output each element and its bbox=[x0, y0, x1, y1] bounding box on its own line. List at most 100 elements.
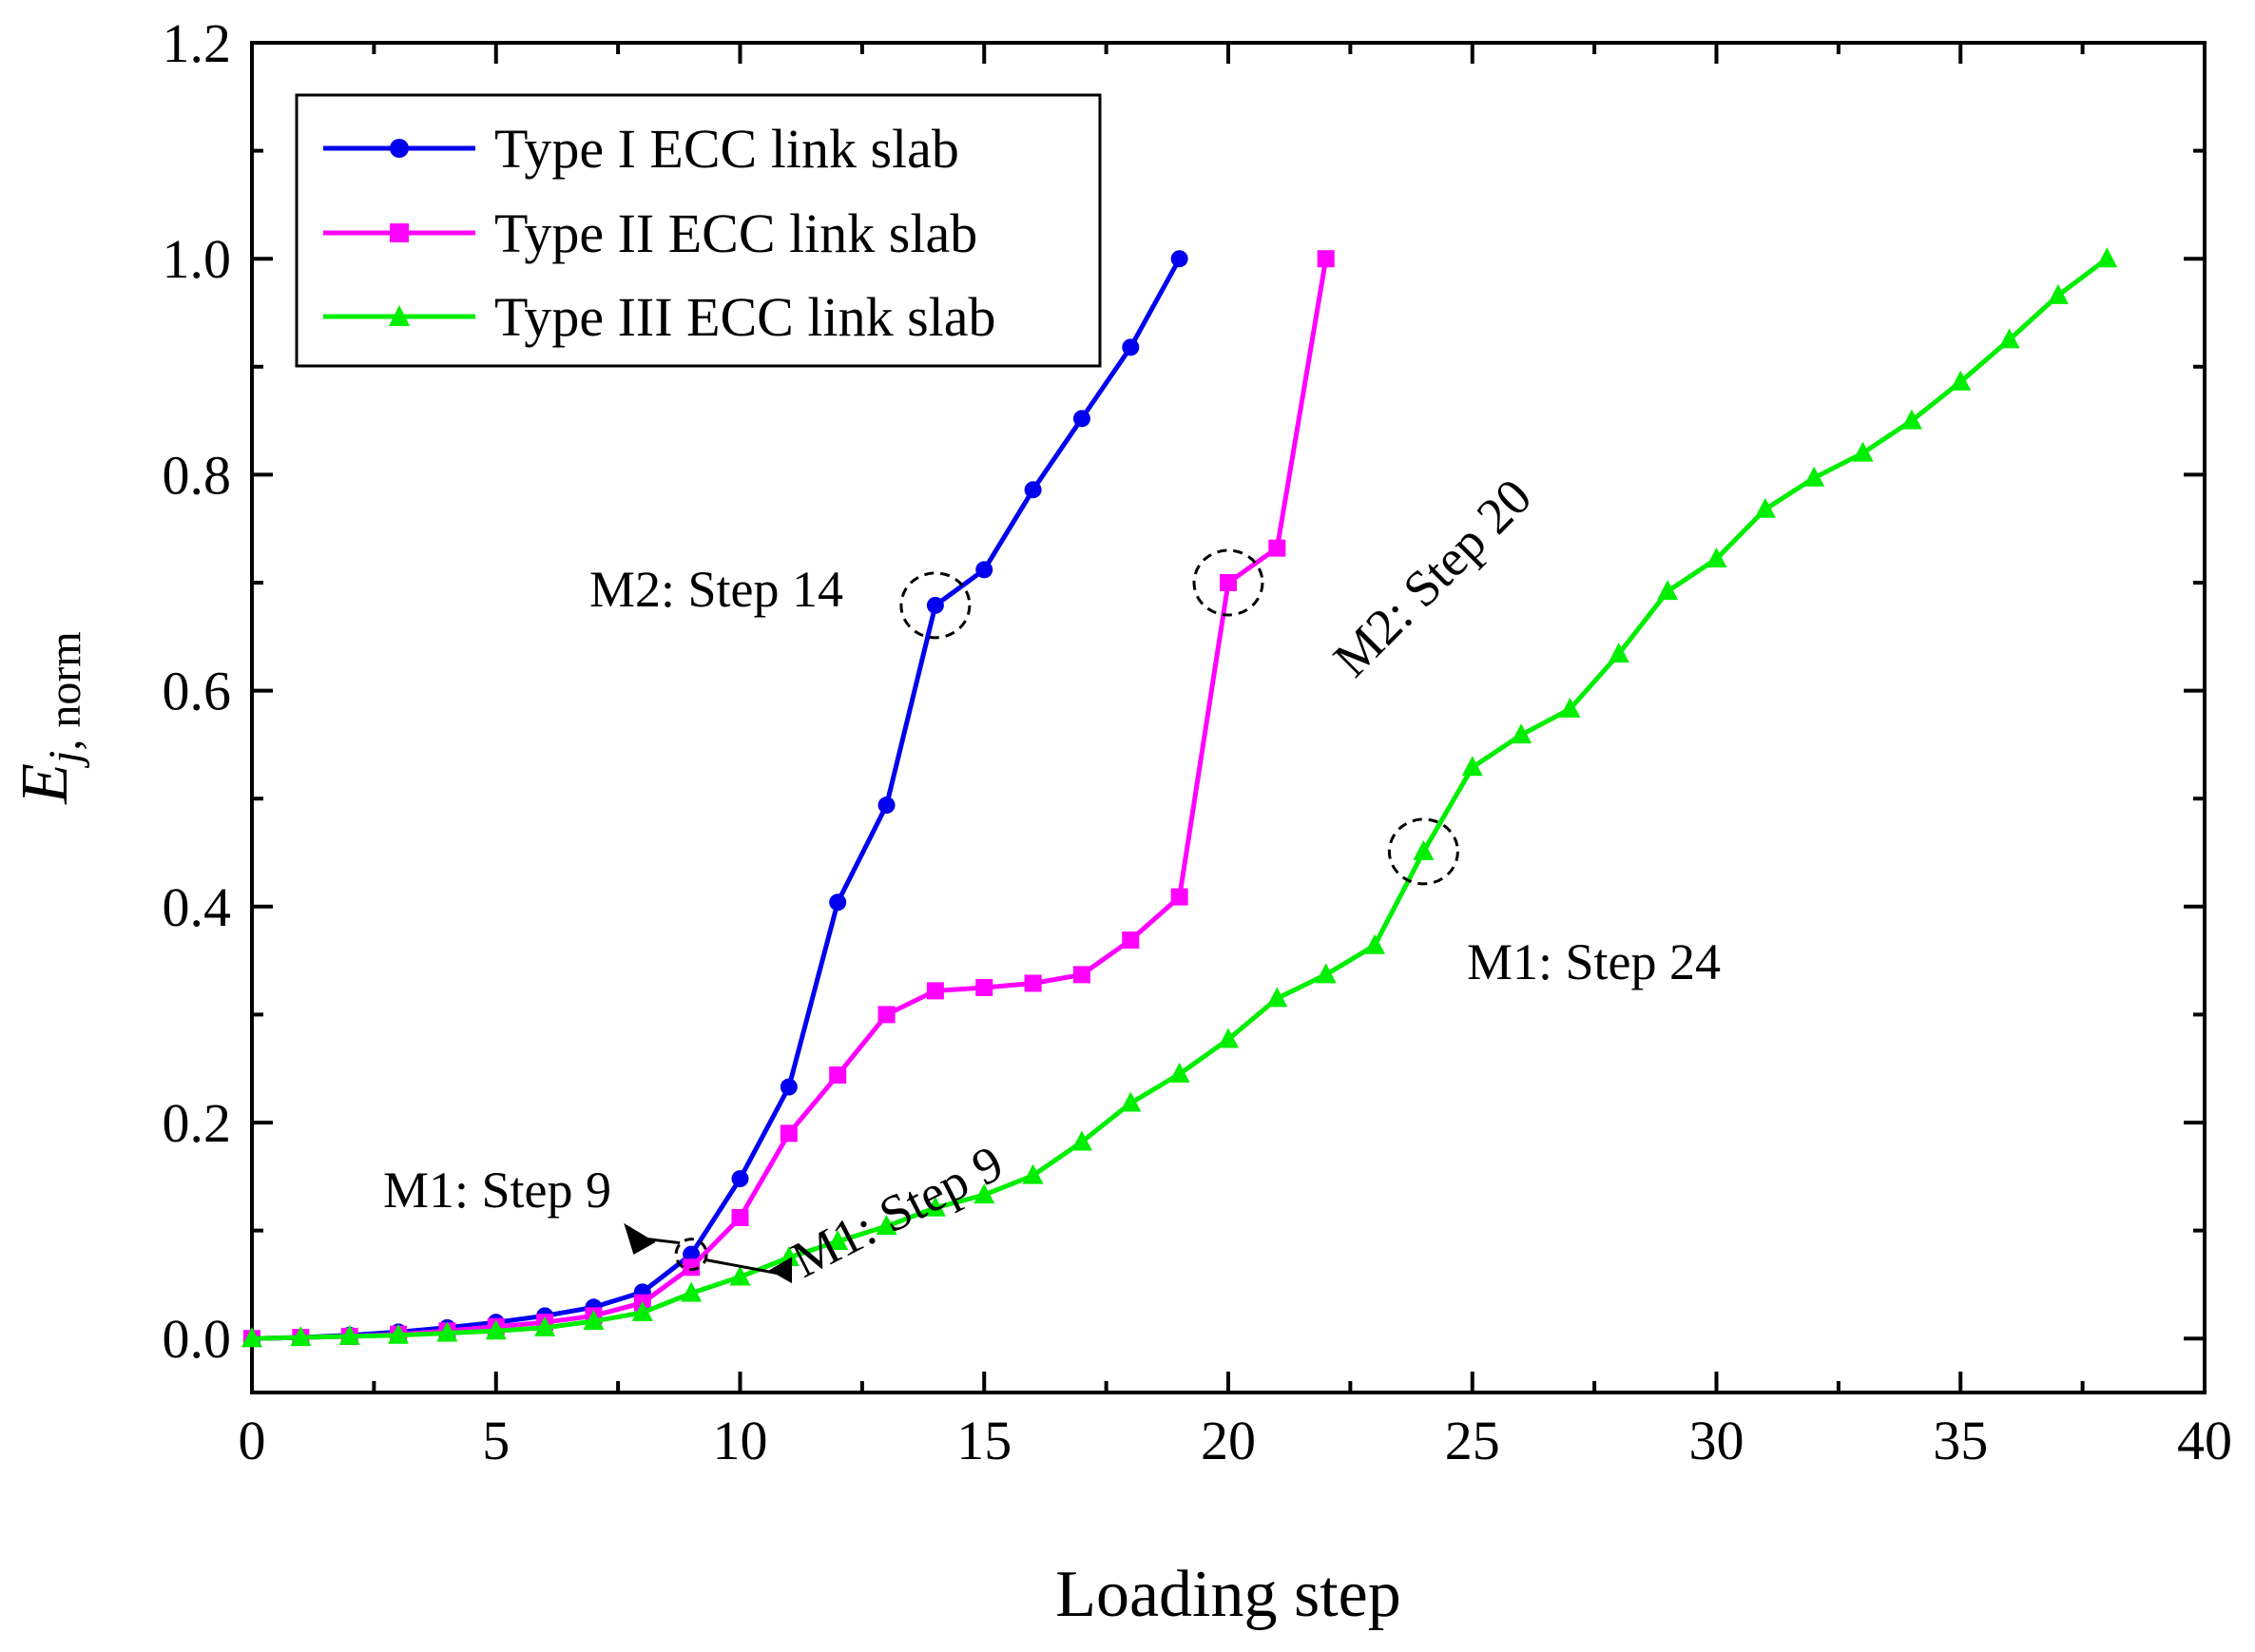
dashed-circle-marker bbox=[674, 1238, 708, 1272]
legend-label-type-1: Type I ECC link slab bbox=[494, 118, 959, 180]
y-tick-label: 1.2 bbox=[163, 12, 232, 74]
annotation-arrow-line bbox=[703, 1258, 781, 1276]
data-point-triangle bbox=[1266, 987, 1288, 1008]
data-point-triangle bbox=[1413, 839, 1435, 860]
data-point-triangle bbox=[436, 1321, 458, 1342]
data-point-triangle bbox=[2047, 283, 2069, 304]
data-point-triangle bbox=[1852, 441, 1874, 462]
series-layer bbox=[241, 247, 2118, 1348]
x-tick-label: 10 bbox=[713, 1410, 768, 1471]
dashed-circle-marker bbox=[899, 571, 972, 640]
data-point-circle bbox=[1170, 250, 1188, 268]
data-point-circle bbox=[780, 1078, 798, 1096]
data-point-triangle bbox=[973, 1183, 995, 1204]
data-point-triangle bbox=[534, 1316, 556, 1336]
data-point-triangle bbox=[778, 1246, 800, 1266]
y-axis-title: Ej, norm bbox=[9, 631, 90, 804]
x-tick-label: 0 bbox=[239, 1410, 266, 1471]
y-tick-label: 0.8 bbox=[163, 444, 232, 506]
arrow-head-icon bbox=[768, 1257, 793, 1284]
data-point-circle bbox=[829, 893, 847, 912]
x-tick-label: 25 bbox=[1445, 1410, 1500, 1471]
data-point-square bbox=[1170, 888, 1188, 906]
y-tick-label: 0.0 bbox=[163, 1308, 232, 1370]
data-point-circle bbox=[1122, 338, 1140, 356]
legend-item-type-3: Type III ECC link slab bbox=[323, 286, 996, 348]
data-point-triangle bbox=[1754, 497, 1776, 518]
data-point-square bbox=[780, 1124, 798, 1143]
data-point-triangle bbox=[1657, 580, 1679, 601]
data-point-triangle bbox=[729, 1265, 751, 1286]
y-tick-label: 0.6 bbox=[163, 661, 232, 722]
data-point-square bbox=[975, 979, 993, 996]
x-tick-label: 20 bbox=[1201, 1410, 1256, 1471]
x-tick-label: 30 bbox=[1689, 1410, 1744, 1471]
data-point-triangle bbox=[1706, 547, 1727, 568]
y-tick-label: 0.2 bbox=[163, 1092, 232, 1154]
data-point-triangle bbox=[485, 1319, 507, 1340]
data-point-triangle bbox=[1364, 933, 1386, 954]
legend-label-type-2: Type II ECC link slab bbox=[494, 202, 977, 264]
y-axis-title-main: E bbox=[9, 763, 82, 805]
data-point-circle bbox=[1072, 410, 1090, 428]
data-point-triangle bbox=[631, 1300, 653, 1321]
data-point-triangle bbox=[1803, 466, 1825, 487]
annotation-label: M2: Step 14 bbox=[589, 561, 843, 618]
annotation-label: M1: Step 24 bbox=[1467, 933, 1721, 990]
annotation-label: M1: Step 9 bbox=[383, 1162, 611, 1219]
data-point-triangle bbox=[1168, 1062, 1190, 1083]
data-point-triangle bbox=[1070, 1130, 1092, 1151]
data-point-square bbox=[926, 982, 944, 1000]
data-point-triangle bbox=[1315, 963, 1337, 984]
series-type-3 bbox=[241, 247, 2118, 1348]
x-tick-label: 35 bbox=[1933, 1410, 1988, 1471]
data-point-triangle bbox=[2096, 247, 2118, 268]
x-tick-label: 40 bbox=[2177, 1410, 2232, 1471]
data-point-square bbox=[731, 1208, 749, 1226]
data-point-triangle bbox=[1559, 697, 1581, 718]
data-point-triangle bbox=[1998, 328, 2020, 349]
data-point-circle bbox=[975, 561, 993, 579]
data-point-triangle bbox=[1511, 723, 1532, 744]
data-point-square bbox=[1268, 539, 1286, 557]
x-tick-label: 5 bbox=[482, 1410, 510, 1471]
legend-marker-square bbox=[390, 223, 409, 242]
data-point-square bbox=[829, 1066, 847, 1085]
y-tick-label: 0.4 bbox=[163, 876, 232, 938]
data-point-square bbox=[1024, 974, 1042, 992]
data-point-triangle bbox=[583, 1310, 605, 1331]
x-axis-title: Loading step bbox=[1055, 1558, 1401, 1631]
legend: Type I ECC link slab Type II ECC link sl… bbox=[295, 93, 1102, 368]
legend-marker-triangle bbox=[389, 305, 410, 326]
data-point-triangle bbox=[1022, 1163, 1044, 1184]
data-point-triangle bbox=[290, 1326, 312, 1347]
legend-label-type-3: Type III ECC link slab bbox=[494, 286, 996, 348]
data-point-circle bbox=[731, 1170, 749, 1188]
axis-ticks: 0 5 10 15 20 25 30 35 40 0.0 0.2 0.4 0.6 0.8 1.0 1.2 bbox=[163, 12, 2233, 1471]
x-tick-label: 15 bbox=[956, 1410, 1012, 1471]
legend-item-type-2: Type II ECC link slab bbox=[323, 202, 977, 264]
data-point-circle bbox=[926, 596, 944, 614]
data-point-square bbox=[1122, 932, 1140, 950]
data-point-triangle bbox=[681, 1281, 703, 1302]
data-point-triangle bbox=[1900, 409, 1922, 430]
y-axis-title-sub: , norm bbox=[40, 631, 90, 750]
data-point-triangle bbox=[1120, 1091, 1142, 1112]
legend-marker-circle bbox=[390, 139, 409, 158]
legend-item-type-1: Type I ECC link slab bbox=[323, 118, 959, 180]
data-point-triangle bbox=[388, 1323, 410, 1344]
data-point-triangle bbox=[338, 1324, 360, 1345]
data-point-triangle bbox=[924, 1196, 946, 1217]
data-point-triangle bbox=[1950, 370, 1972, 391]
annotation-label: M2: Step 20 bbox=[1322, 468, 1542, 687]
data-point-square bbox=[1072, 966, 1090, 984]
data-point-square bbox=[683, 1258, 701, 1277]
dashed-circle-marker bbox=[1192, 548, 1264, 617]
data-point-circle bbox=[877, 797, 896, 815]
data-point-triangle bbox=[1461, 756, 1483, 777]
data-point-triangle bbox=[241, 1327, 262, 1348]
annotation-layer: M2: Step 14 M2: Step 20 M1: Step 24 M1: Ste… bbox=[383, 468, 1721, 1288]
data-point-square bbox=[1220, 574, 1237, 591]
data-point-circle bbox=[1024, 481, 1042, 499]
